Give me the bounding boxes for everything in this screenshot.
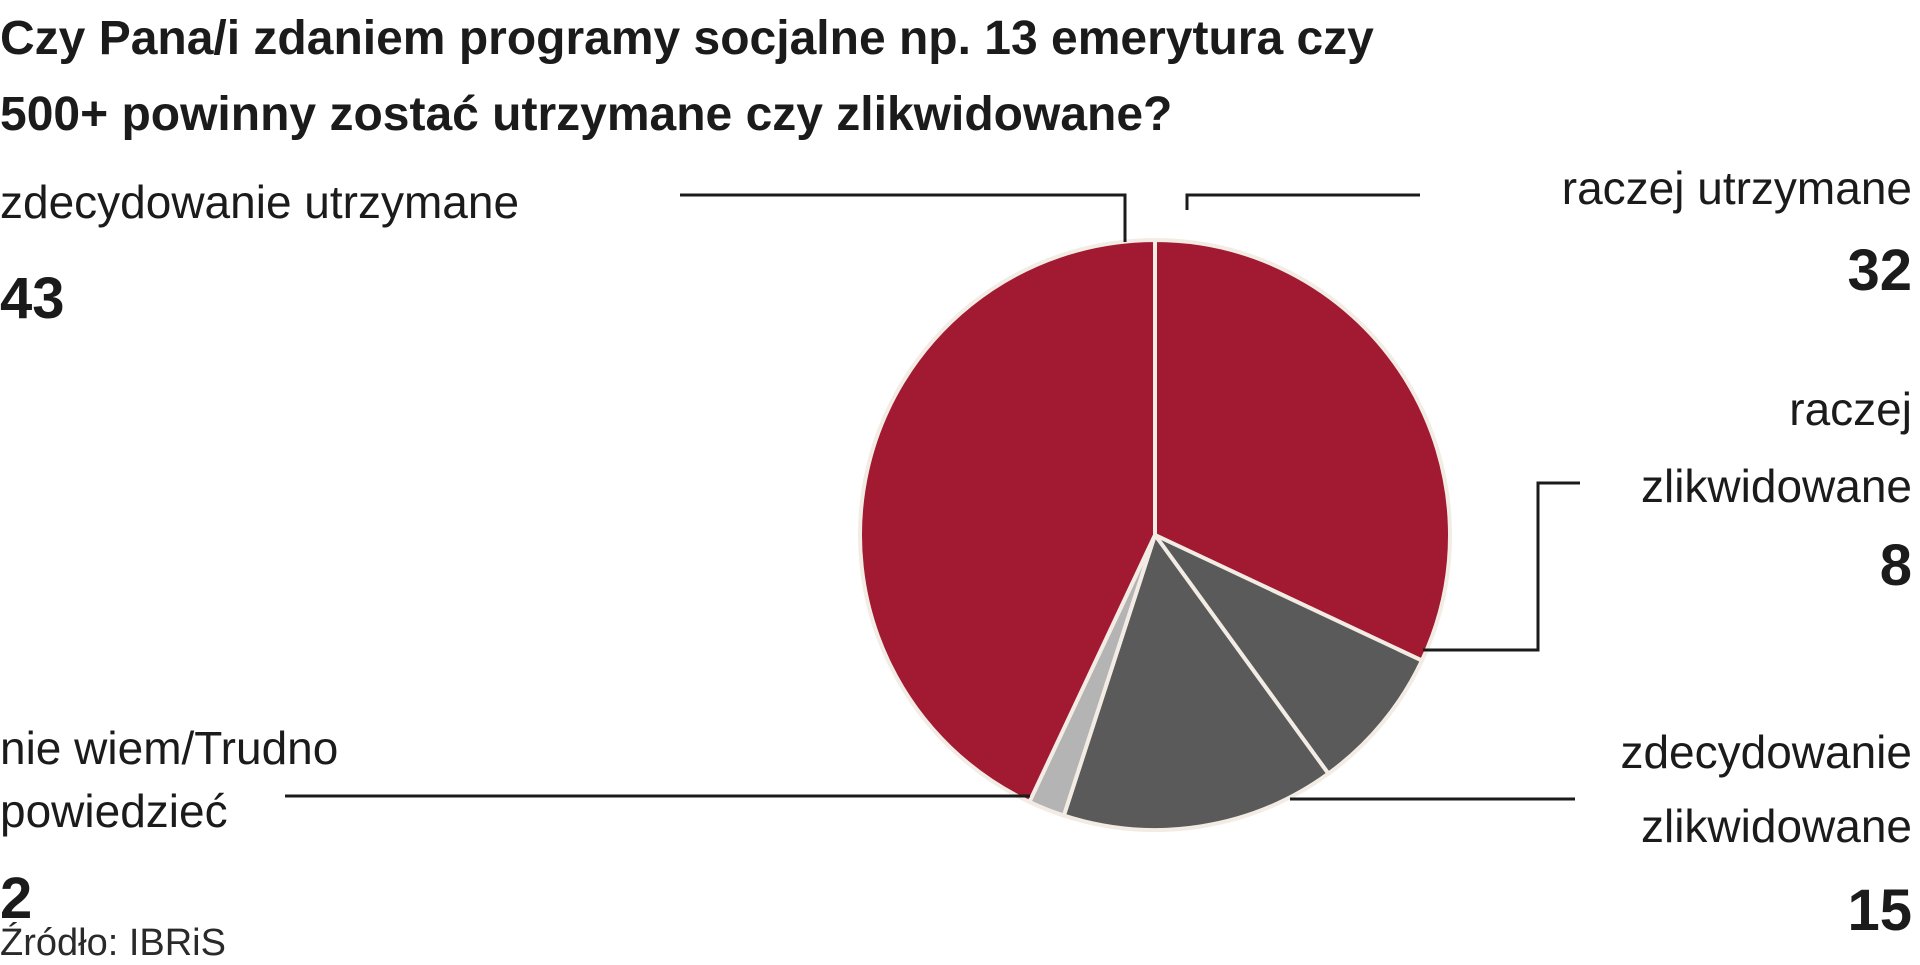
slice-value-zdecydowanie-utrzymane: 43 — [0, 266, 65, 331]
source-note: Źródło: IBRiS — [0, 921, 226, 964]
slice-label-zdecydowanie-zlikwidowane: zdecydowanie — [1620, 726, 1912, 778]
slice-value-zdecydowanie-zlikwidowane: 15 — [1847, 878, 1912, 943]
pie-slice-zdecydowanie-utrzymane — [858, 237, 1157, 805]
slice-label-raczej-zlikwidowane: zlikwidowane — [1641, 460, 1912, 512]
leader-line-raczej-utrzymane — [1185, 193, 1420, 210]
leader-lines — [285, 193, 1580, 801]
slice-label-nie-wiem-trudno-powiedziec: powiedzieć — [0, 785, 228, 837]
slice-label-raczej-utrzymane: raczej utrzymane — [1562, 162, 1912, 214]
pie-slice-raczej-zlikwidowane — [1153, 533, 1425, 777]
slice-label-raczej-zlikwidowane: raczej — [1789, 383, 1912, 435]
pie-slices — [858, 237, 1452, 832]
slice-label-nie-wiem-trudno-powiedziec: nie wiem/Trudno — [0, 722, 338, 774]
leader-line-raczej-zlikwidowane — [1423, 481, 1580, 652]
slice-value-nie-wiem-trudno-powiedziec: 2 — [0, 866, 32, 931]
chart-title-line-1: Czy Pana/i zdaniem programy socjalne np.… — [0, 12, 1374, 65]
pie-slice-zdecydowanie-zlikwidowane — [1061, 530, 1332, 832]
slice-value-raczej-utrzymane: 32 — [1847, 238, 1912, 303]
slice-label-zdecydowanie-utrzymane: zdecydowanie utrzymane — [0, 176, 519, 228]
slice-label-zdecydowanie-zlikwidowane: zlikwidowane — [1641, 800, 1912, 852]
pie-slice-raczej-utrzymane — [1153, 237, 1452, 664]
slice-labels: raczej utrzymane 32 raczej zlikwidowane 8 zde… — [0, 162, 1912, 943]
slice-value-raczej-zlikwidowane: 8 — [1880, 533, 1912, 598]
leader-line-zdecydowanie-utrzymane — [680, 193, 1127, 242]
chart-title-line-2: 500+ powinny zostać utrzymane czy zlikwi… — [0, 88, 1172, 141]
